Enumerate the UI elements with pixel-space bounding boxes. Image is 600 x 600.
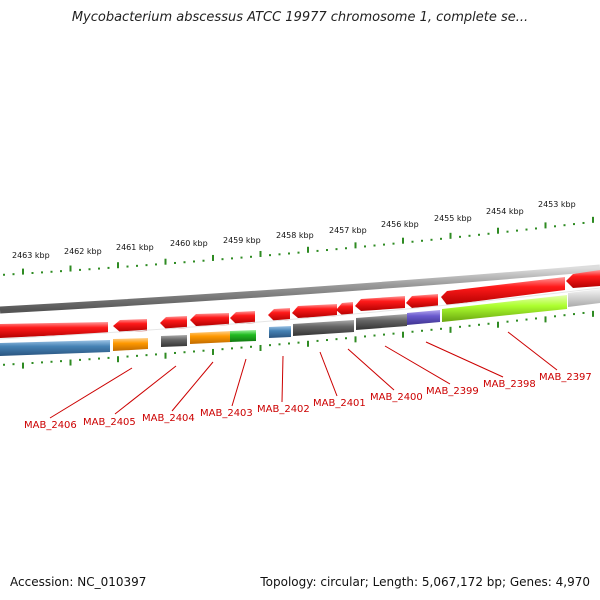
gene-label[interactable]: MAB_2397 <box>539 372 592 383</box>
cog-block[interactable] <box>356 314 407 330</box>
chromosome-backbone <box>0 264 600 314</box>
kbp-label: 2461 kbp <box>116 243 154 252</box>
gene-arrow[interactable] <box>230 311 255 324</box>
kbp-labels: 2463 kbp 2462 kbp 2461 kbp 2460 kbp 2459 kbp… <box>12 200 576 260</box>
topology-label: Topology: circular; Length: 5,067,172 bp… <box>260 575 590 589</box>
forward-strand-genes <box>0 270 600 338</box>
gene-leader-line <box>114 365 177 415</box>
gene-label[interactable]: MAB_2405 <box>83 417 136 428</box>
kbp-label: 2455 kbp <box>434 214 472 223</box>
kbp-label: 2462 kbp <box>64 247 102 256</box>
kbp-label: 2460 kbp <box>170 239 208 248</box>
gene-leader-line <box>281 355 284 403</box>
kbp-label: 2459 kbp <box>223 236 261 245</box>
gene-label[interactable]: MAB_2401 <box>313 398 366 409</box>
cog-block[interactable] <box>190 331 232 344</box>
gene-arrow[interactable] <box>336 302 353 315</box>
gene-track-shadow <box>0 287 600 340</box>
gene-label[interactable]: MAB_2400 <box>370 392 423 403</box>
cog-block[interactable] <box>407 310 440 325</box>
kbp-label: 2463 kbp <box>12 251 50 260</box>
kbp-label: 2456 kbp <box>381 220 419 229</box>
cog-block[interactable] <box>293 320 354 336</box>
gene-label[interactable]: MAB_2399 <box>426 386 479 397</box>
gene-leader-line <box>231 358 247 407</box>
cog-block[interactable] <box>269 326 291 338</box>
gene-leader-line <box>319 351 338 397</box>
gene-leader-line <box>507 331 558 371</box>
gene-label[interactable]: MAB_2403 <box>200 408 253 419</box>
gene-leader-line <box>49 367 133 419</box>
gene-arrow[interactable] <box>566 270 600 288</box>
gene-arrow[interactable] <box>113 319 147 332</box>
gene-arrow[interactable] <box>160 316 187 329</box>
gene-arrow[interactable] <box>268 308 290 321</box>
gene-leader-line <box>171 361 214 412</box>
cog-block[interactable] <box>230 330 256 342</box>
gene-arrow[interactable] <box>355 296 405 311</box>
map-title: Mycobacterium abscessus ATCC 19977 chrom… <box>71 10 529 25</box>
gene-arrow[interactable] <box>441 277 565 305</box>
gene-arrow[interactable] <box>190 313 229 326</box>
accession-label: Accession: NC_010397 <box>10 575 147 589</box>
gene-leader-line <box>347 348 395 391</box>
gene-labels: MAB_2406 MAB_2405 MAB_2404 MAB_2403 MAB_2402… <box>24 372 592 431</box>
kbp-label: 2453 kbp <box>538 200 576 209</box>
kbp-label: 2454 kbp <box>486 207 524 216</box>
cog-block[interactable] <box>113 338 148 351</box>
cog-strand <box>0 289 600 356</box>
gene-label[interactable]: MAB_2402 <box>257 404 310 415</box>
cog-block[interactable] <box>161 335 187 347</box>
gene-arrow[interactable] <box>406 294 438 308</box>
gene-leader-line <box>425 341 504 378</box>
gene-arrow[interactable] <box>292 304 337 318</box>
gene-leader-line <box>384 345 451 385</box>
cog-block[interactable] <box>0 340 110 356</box>
gene-label[interactable]: MAB_2406 <box>24 420 77 431</box>
kbp-label: 2458 kbp <box>276 231 314 240</box>
outer-scale-ticks <box>3 216 594 276</box>
gene-label[interactable]: MAB_2398 <box>483 379 536 390</box>
gene-label-lines <box>49 331 558 419</box>
kbp-label: 2457 kbp <box>329 226 367 235</box>
cog-block[interactable] <box>442 295 567 322</box>
cog-block[interactable] <box>568 289 600 307</box>
inner-scale-ticks <box>3 310 594 369</box>
gene-label[interactable]: MAB_2404 <box>142 413 195 424</box>
